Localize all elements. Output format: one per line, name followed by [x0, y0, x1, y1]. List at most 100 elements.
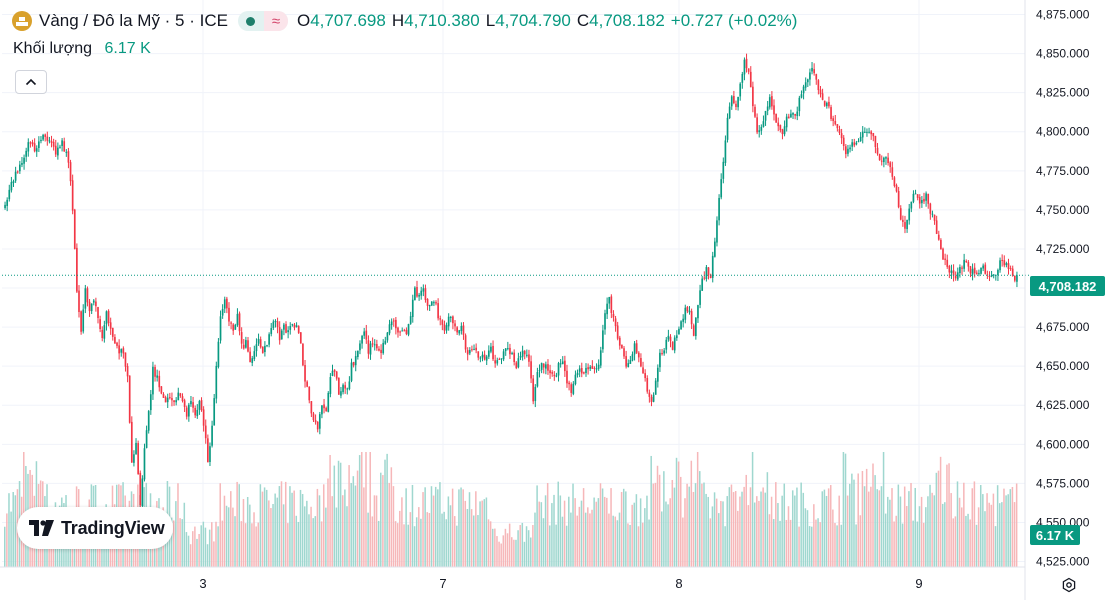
- volume-bar: [394, 521, 397, 567]
- market-status-pill[interactable]: ≈: [237, 11, 288, 31]
- candle-body: [107, 310, 110, 323]
- candle-body: [591, 365, 594, 369]
- candle-body: [266, 345, 268, 347]
- volume-bar: [196, 538, 198, 567]
- volume-bar: [270, 508, 272, 567]
- volume-bar: [263, 487, 266, 567]
- volume-bar: [365, 452, 367, 567]
- candle-body: [775, 113, 777, 123]
- volume-bar: [652, 483, 655, 567]
- chart-settings-button[interactable]: [1058, 574, 1080, 596]
- candle-body: [606, 303, 608, 315]
- candle-body: [190, 401, 192, 405]
- volume-bar: [549, 525, 551, 567]
- volume-bar: [732, 492, 735, 567]
- volume-bar: [570, 512, 572, 567]
- candle-body: [200, 400, 203, 411]
- candle-body: [635, 343, 638, 353]
- volume-bar: [853, 479, 855, 567]
- price-axis-label: 4,675.000: [1036, 320, 1090, 334]
- volume-bar: [798, 526, 800, 567]
- collapse-legend-button[interactable]: [15, 70, 47, 94]
- volume-bar: [401, 497, 403, 567]
- candle-body: [961, 267, 963, 269]
- volume-bar: [487, 519, 490, 567]
- candle-body: [627, 363, 630, 367]
- volume-bar: [743, 486, 745, 567]
- candle-body: [388, 324, 391, 334]
- volume-bar: [194, 526, 196, 567]
- candle-body: [80, 311, 82, 332]
- candle-body: [33, 143, 36, 152]
- volume-bar: [720, 500, 722, 567]
- volume-bar: [534, 512, 536, 567]
- volume-bar: [508, 523, 511, 567]
- volume-bar: [971, 488, 974, 567]
- candle-body: [914, 193, 917, 195]
- candle-body: [709, 274, 712, 279]
- volume-bar: [409, 512, 412, 567]
- tradingview-logo[interactable]: TradingView: [17, 507, 173, 549]
- candle-body: [532, 378, 535, 402]
- volume-label[interactable]: Khối lượng: [13, 40, 93, 57]
- candle-body: [475, 347, 477, 351]
- volume-bar: [504, 528, 507, 567]
- candle-body: [937, 234, 940, 240]
- candle-body: [44, 134, 47, 137]
- candle-body: [215, 365, 218, 399]
- candle-body: [223, 299, 226, 309]
- candle-body: [356, 350, 359, 357]
- candle-body: [904, 222, 906, 229]
- candle-body: [346, 388, 349, 390]
- volume-bar: [255, 526, 257, 567]
- candle-body: [342, 384, 344, 393]
- symbol-title[interactable]: Vàng / Đô la Mỹ · 5 · ICE: [39, 11, 228, 30]
- volume-bar: [992, 493, 995, 567]
- volume-bar: [606, 497, 608, 567]
- volume-bar: [650, 455, 652, 567]
- candle-body: [139, 472, 142, 506]
- candle-body: [490, 346, 492, 352]
- volume-bar: [910, 482, 912, 567]
- candle-body: [464, 335, 467, 350]
- candle-body: [536, 372, 539, 387]
- candle-body: [561, 361, 564, 365]
- volume-bar: [439, 482, 441, 567]
- candle-body: [952, 270, 955, 276]
- candle-body: [452, 316, 454, 324]
- candle-body: [378, 348, 380, 351]
- candle-body: [128, 375, 131, 423]
- volume-bar: [954, 516, 957, 567]
- candle-body: [433, 302, 435, 304]
- candle-body: [306, 381, 308, 387]
- candle-body: [135, 442, 137, 454]
- volume-bar: [327, 478, 329, 567]
- candle-body: [350, 362, 353, 381]
- candle-body: [840, 133, 843, 139]
- candle-body: [583, 372, 585, 374]
- candle-body: [59, 146, 61, 148]
- volume-bar: [680, 476, 682, 567]
- volume-bar: [540, 502, 543, 567]
- volume-bar: [371, 516, 374, 567]
- candle-body: [78, 290, 80, 313]
- volume-bar: [633, 502, 636, 567]
- candle-body: [785, 116, 788, 128]
- volume-bar: [430, 486, 433, 567]
- candle-body: [978, 273, 980, 275]
- volume-bar: [713, 492, 716, 567]
- candle-body: [806, 79, 809, 83]
- close-key: C: [576, 11, 590, 30]
- volume-bar: [361, 452, 363, 567]
- volume-bar: [399, 510, 401, 567]
- candle-body: [794, 113, 796, 116]
- candle-body: [230, 322, 232, 324]
- volume-bar: [587, 507, 589, 567]
- candle-body: [268, 334, 270, 345]
- volume-bar: [982, 494, 984, 567]
- price-axis-label: 4,875.000: [1036, 8, 1090, 22]
- candle-body: [593, 367, 596, 369]
- candle-body: [494, 360, 497, 364]
- volume-bar: [477, 515, 479, 567]
